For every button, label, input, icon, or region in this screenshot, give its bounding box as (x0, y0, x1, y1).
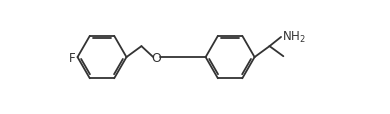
Text: O: O (151, 51, 161, 64)
Text: NH$_2$: NH$_2$ (282, 30, 306, 44)
Text: F: F (69, 51, 75, 64)
